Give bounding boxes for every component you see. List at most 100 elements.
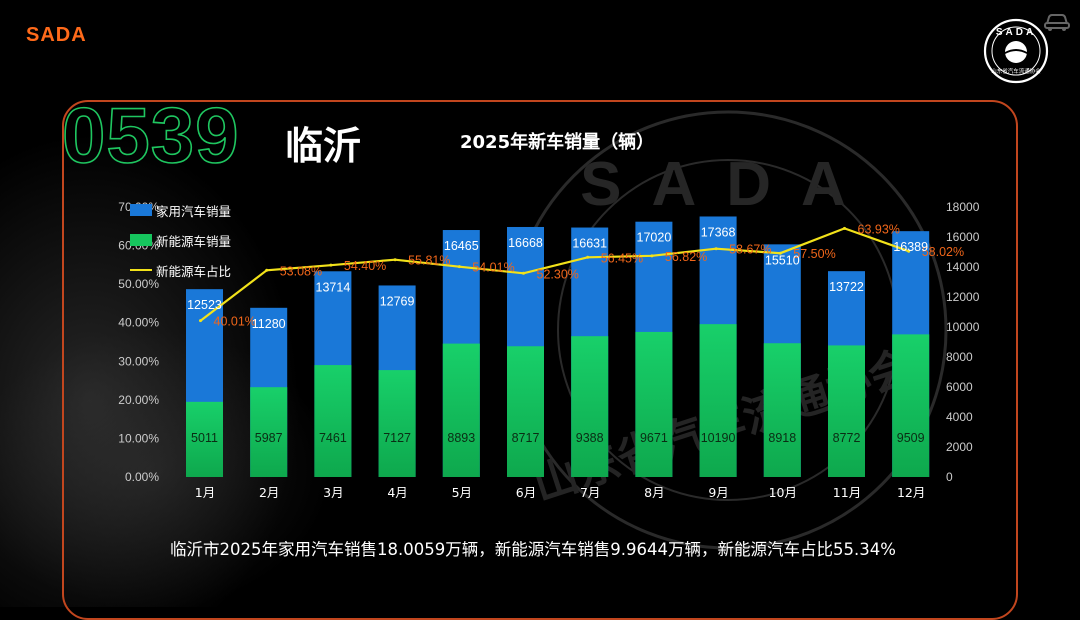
x-tick-label: 6月 xyxy=(516,485,536,500)
data-label-family: 16389 xyxy=(893,240,928,254)
share-point xyxy=(265,268,269,272)
y-left-tick-label: 0.00% xyxy=(125,470,159,484)
data-label-family: 16668 xyxy=(508,236,543,250)
share-point xyxy=(522,271,525,275)
bar-nev xyxy=(763,343,801,477)
data-label-nev: 9509 xyxy=(897,431,925,445)
x-tick-label: 5月 xyxy=(452,485,472,500)
x-tick-label: 9月 xyxy=(708,485,728,500)
share-series-line xyxy=(199,227,910,322)
legend-label-family: 家用汽车销量 xyxy=(156,204,232,219)
data-label-family: 16631 xyxy=(572,237,607,251)
data-label-share: 53.08% xyxy=(280,264,322,278)
data-label-family: 16465 xyxy=(444,239,479,253)
data-label-family: 12769 xyxy=(380,294,415,308)
car-icon xyxy=(1044,14,1070,31)
y-left-tick-label: 20.00% xyxy=(118,393,159,407)
bar-nev xyxy=(186,401,223,477)
logo-ring-text: SADA xyxy=(996,27,1036,38)
share-point xyxy=(586,255,590,259)
data-label-nev: 10190 xyxy=(701,431,736,445)
share-point xyxy=(907,249,911,253)
brand-logo-text: SADA xyxy=(26,24,87,46)
bar-nev xyxy=(892,334,930,477)
y-right-tick-label: 2000 xyxy=(946,440,973,454)
data-label-nev: 5011 xyxy=(191,431,218,445)
share-point xyxy=(393,258,397,262)
share-point xyxy=(329,263,333,267)
data-label-nev: 8918 xyxy=(768,431,796,445)
x-tick-label: 3月 xyxy=(323,485,343,500)
x-tick-label: 11月 xyxy=(833,485,861,500)
data-label-share: 52.30% xyxy=(537,267,579,281)
data-label-family: 13714 xyxy=(316,280,351,294)
y-right-tick-label: 10000 xyxy=(946,320,980,334)
share-point xyxy=(778,251,782,255)
data-label-nev: 7461 xyxy=(319,431,347,445)
bar-nev xyxy=(635,331,673,477)
y-right-tick-label: 12000 xyxy=(946,290,980,304)
data-label-share: 54.01% xyxy=(472,261,514,275)
data-label-family: 17368 xyxy=(701,225,736,239)
bar-nev xyxy=(571,336,609,477)
legend-label-nev: 新能源车销量 xyxy=(156,234,232,249)
data-label-nev: 9671 xyxy=(640,431,668,445)
y-right-tick-label: 4000 xyxy=(946,410,973,424)
y-right-tick-label: 0 xyxy=(946,470,953,484)
bar-nev xyxy=(699,324,737,477)
data-label-share: 56.82% xyxy=(665,250,707,264)
share-point xyxy=(843,226,846,230)
bar-nev xyxy=(828,345,865,477)
data-label-nev: 8717 xyxy=(512,431,540,445)
y-left-tick-label: 10.00% xyxy=(118,431,159,445)
y-right-tick-label: 16000 xyxy=(946,230,980,244)
data-label-family: 17020 xyxy=(637,231,672,245)
x-tick-label: 12月 xyxy=(897,485,925,500)
legend-line-share xyxy=(130,269,152,271)
data-label-share: 40.01% xyxy=(214,315,256,329)
chart-title: 2025年新车销量（辆） xyxy=(460,132,655,153)
share-point xyxy=(650,254,654,258)
legend-swatch-family xyxy=(130,204,152,216)
watermark-ring-text: SADA xyxy=(580,150,876,219)
data-label-family: 12523 xyxy=(187,298,222,312)
data-label-nev: 9388 xyxy=(576,431,604,445)
data-label-nev: 8772 xyxy=(833,431,861,445)
legend-label-share: 新能源车占比 xyxy=(156,264,232,279)
data-label-share: 63.93% xyxy=(858,222,900,236)
city-code: 0539 xyxy=(61,91,240,179)
data-label-share: 54.40% xyxy=(344,259,386,273)
x-tick-label: 7月 xyxy=(580,485,600,500)
data-label-family: 13722 xyxy=(829,280,864,294)
y-right-tick-label: 18000 xyxy=(946,200,980,214)
y-right-tick-label: 14000 xyxy=(946,260,980,274)
data-label-family: 11280 xyxy=(252,317,286,331)
x-tick-label: 2月 xyxy=(259,485,279,500)
sales-chart: SADA 山东省汽车流通协会 0.00%10.00%20.00%30.00%40… xyxy=(118,110,980,550)
y-right-tick-label: 8000 xyxy=(946,350,973,364)
data-label-family: 15510 xyxy=(765,253,800,267)
data-label-share: 57.50% xyxy=(793,247,835,261)
share-point xyxy=(199,319,202,323)
y-right-tick-label: 6000 xyxy=(946,380,973,394)
data-label-share: 56.45% xyxy=(601,251,643,265)
y-left-tick-label: 30.00% xyxy=(118,354,159,368)
y-left-tick-label: 40.00% xyxy=(118,316,159,330)
data-label-nev: 5987 xyxy=(255,431,283,445)
sada-seal-logo: SADA 山东省汽车流通协会 xyxy=(983,18,1049,84)
legend-swatch-nev xyxy=(130,234,152,246)
x-tick-label: 10月 xyxy=(769,485,797,500)
data-label-nev: 8893 xyxy=(447,431,475,445)
x-tick-label: 1月 xyxy=(195,485,215,500)
x-tick-label: 8月 xyxy=(644,485,664,500)
bar-nev xyxy=(378,370,416,477)
summary-text: 临沂市2025年家用汽车销售18.0059万辆，新能源汽车销售9.9644万辆，… xyxy=(170,540,896,559)
data-label-share: 58.67% xyxy=(729,243,771,257)
bar-nev xyxy=(314,365,352,477)
data-label-share: 58.02% xyxy=(922,245,964,259)
y-left-tick-label: 50.00% xyxy=(118,277,159,291)
data-label-share: 55.81% xyxy=(408,254,450,268)
share-point xyxy=(714,247,718,251)
bar-nev xyxy=(250,387,288,477)
logo-sub-text: 山东省汽车流通协会 xyxy=(991,67,1041,75)
